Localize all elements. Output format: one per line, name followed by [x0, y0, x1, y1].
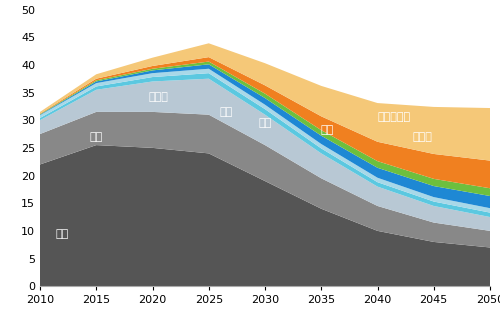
Text: 生物质: 生物质 [412, 132, 432, 142]
Text: 水电: 水电 [258, 118, 272, 128]
Text: 天然气: 天然气 [148, 92, 168, 102]
Text: 太阳能发电: 太阳能发电 [378, 113, 411, 122]
Text: 煤炭: 煤炭 [56, 229, 69, 238]
Text: 石油: 石油 [90, 132, 103, 142]
Text: 太阳能和地热供热: 太阳能和地热供热 [323, 66, 376, 75]
Text: 风电: 风电 [320, 125, 334, 135]
Text: 核电: 核电 [219, 107, 232, 117]
